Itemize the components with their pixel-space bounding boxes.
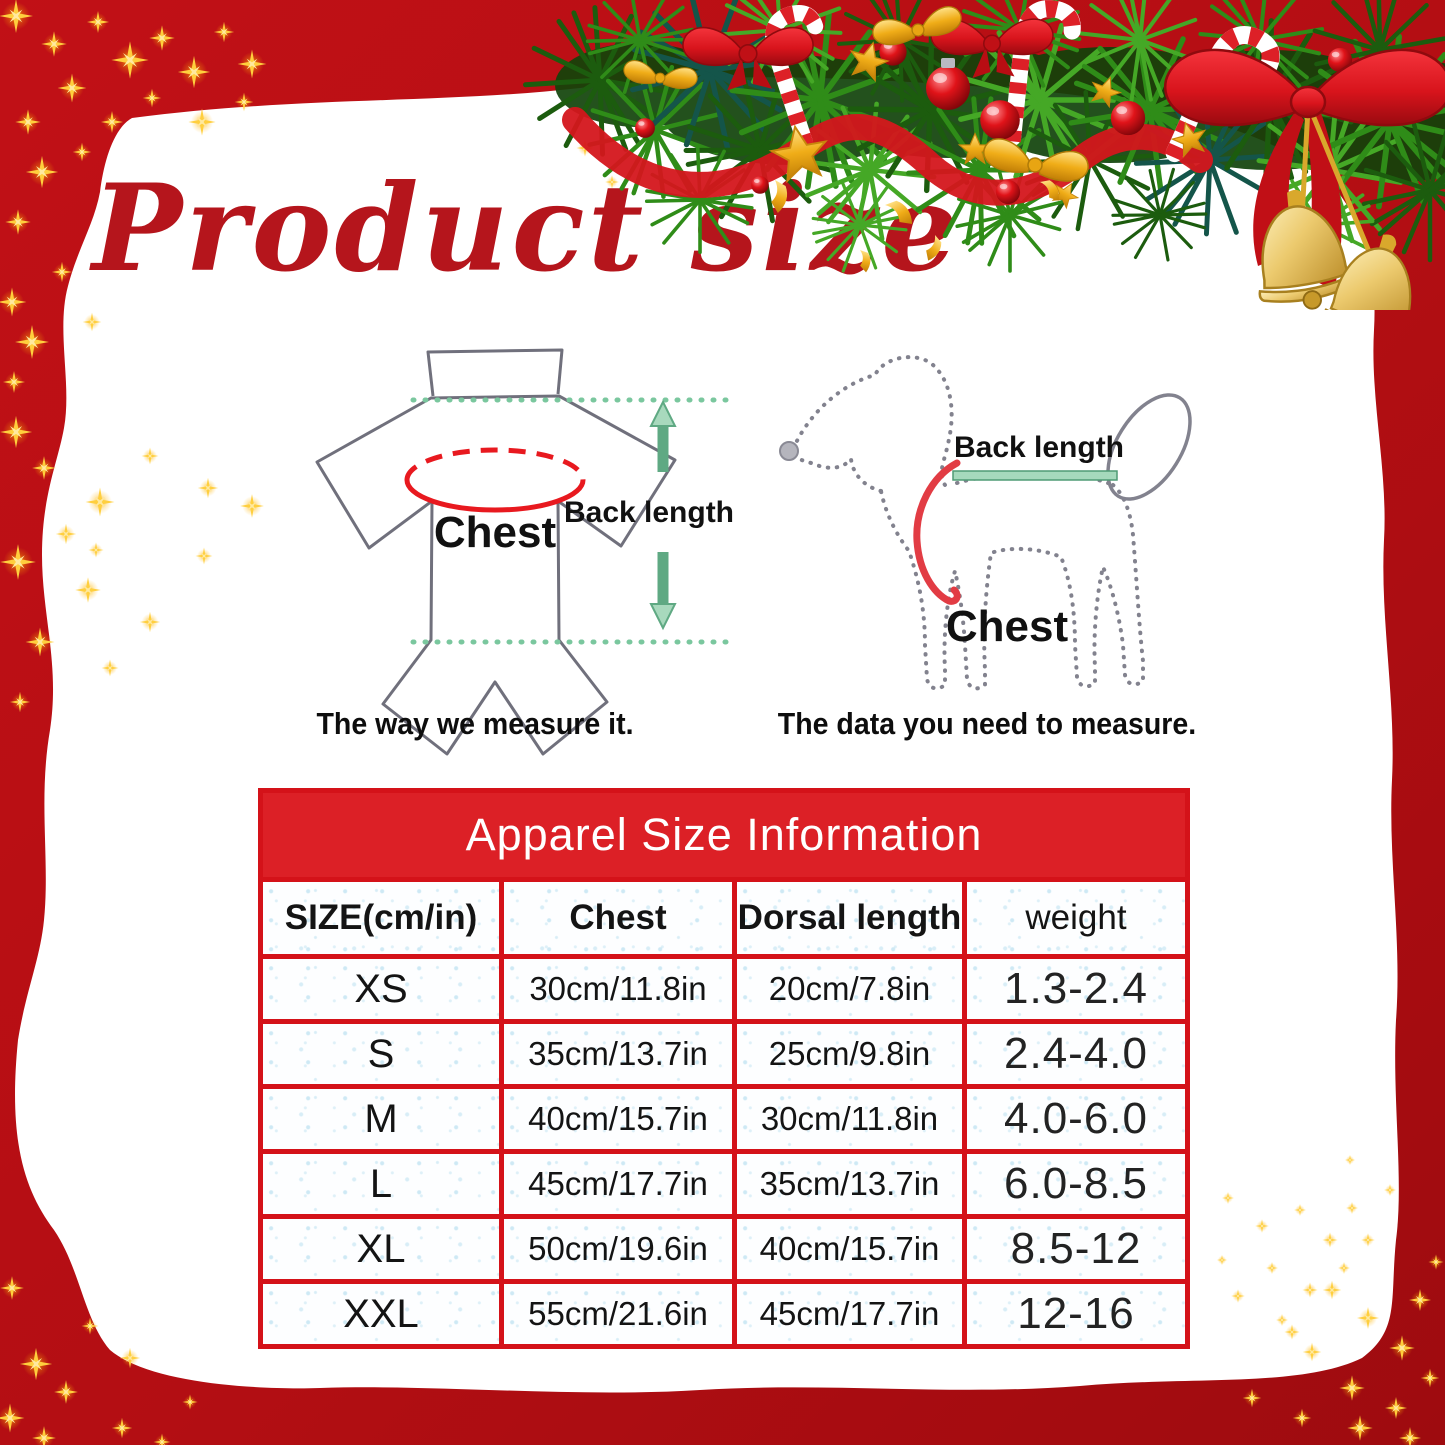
col-header-weight: weight	[967, 882, 1185, 954]
table-title: Apparel Size Information	[263, 793, 1185, 877]
garment-caption: The way we measure it.	[316, 706, 634, 741]
col-header-chest: Chest	[504, 882, 732, 954]
dog-back-length-label: Back length	[954, 431, 1124, 464]
table-row-m-dorsal: 30cm/11.8in	[737, 1089, 962, 1149]
table-row-s-size: S	[263, 1024, 499, 1084]
dog-tail	[1106, 393, 1192, 501]
dog-chest-label: Chest	[946, 602, 1069, 651]
table-row-s-weight: 2.4-4.0	[967, 1024, 1185, 1084]
table-row-xxl-weight: 12-16	[967, 1284, 1185, 1344]
col-header-size: SIZE(cm/in)	[263, 882, 499, 954]
dog-caption: The data you need to measure.	[777, 706, 1197, 741]
table-row-m-chest: 40cm/15.7in	[504, 1089, 732, 1149]
table-row-l-size: L	[263, 1154, 499, 1214]
table-row-l-chest: 45cm/17.7in	[504, 1154, 732, 1214]
garment-measure-diagram: Chest Back length	[315, 348, 734, 756]
apparel-size-table: Apparel Size Information SIZE(cm/in) Che…	[258, 788, 1190, 1349]
table-row-s-chest: 35cm/13.7in	[504, 1024, 732, 1084]
chest-girth-line	[913, 459, 961, 605]
table-row-xl-dorsal: 40cm/15.7in	[737, 1219, 962, 1279]
page-title: Product size	[92, 158, 961, 299]
table-row-l-dorsal: 35cm/13.7in	[737, 1154, 962, 1214]
table-row-l-weight: 6.0-8.5	[967, 1154, 1185, 1214]
back-length-arrow	[649, 399, 677, 631]
table-row-xl-weight: 8.5-12	[967, 1219, 1185, 1279]
table-row-xl-chest: 50cm/19.6in	[504, 1219, 732, 1279]
chest-ellipse	[404, 447, 586, 513]
garment-outline	[315, 348, 677, 756]
table-row-xs-weight: 1.3-2.4	[967, 959, 1185, 1019]
dog-nose	[779, 441, 799, 461]
dog-measure-diagram: Back length Chest	[779, 355, 1192, 691]
table-row-s-dorsal: 25cm/9.8in	[737, 1024, 962, 1084]
table-row-xxl-size: XXL	[263, 1284, 499, 1344]
table-row-xs-size: XS	[263, 959, 499, 1019]
col-header-dorsal: Dorsal length	[737, 882, 962, 954]
table-row-xxl-dorsal: 45cm/17.7in	[737, 1284, 962, 1344]
table-row-xxl-chest: 55cm/21.6in	[504, 1284, 732, 1344]
table-row-m-size: M	[263, 1089, 499, 1149]
garment-chest-label: Chest	[434, 508, 557, 557]
table-row-m-weight: 4.0-6.0	[967, 1089, 1185, 1149]
back-length-bar	[952, 470, 1118, 481]
table-row-xs-dorsal: 20cm/7.8in	[737, 959, 962, 1019]
table-row-xs-chest: 30cm/11.8in	[504, 959, 732, 1019]
garment-back-length-label: Back length	[564, 496, 734, 529]
back-length-dotted-lines	[410, 397, 730, 645]
table-row-xl-size: XL	[263, 1219, 499, 1279]
